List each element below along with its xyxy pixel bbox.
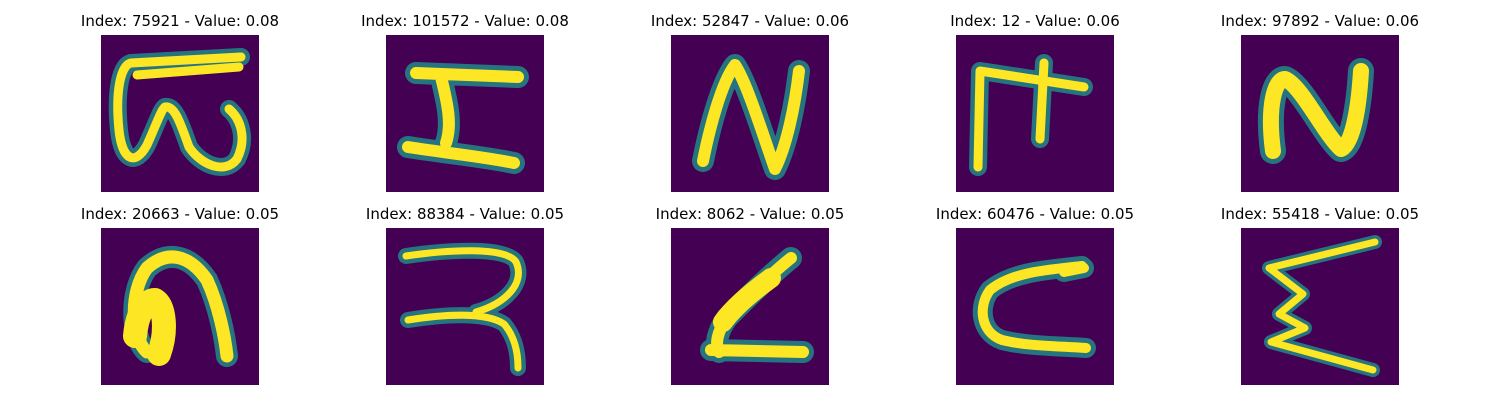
panel-title: Index: 75921 - Value: 0.08 — [80, 12, 280, 30]
grid-panel: Index: 20663 - Value: 0.05 — [60, 205, 300, 385]
grid-panel: Index: 12 - Value: 0.06 — [915, 12, 1155, 192]
panel-title: Index: 97892 - Value: 0.06 — [1220, 12, 1420, 30]
glyph-image — [956, 228, 1114, 385]
grid-panel: Index: 75921 - Value: 0.08 — [60, 12, 300, 192]
glyph-image — [671, 35, 829, 192]
panel-title: Index: 8062 - Value: 0.05 — [655, 205, 845, 223]
grid-panel: Index: 8062 - Value: 0.05 — [630, 205, 870, 385]
panel-title: Index: 55418 - Value: 0.05 — [1220, 205, 1420, 223]
grid-panel: Index: 88384 - Value: 0.05 — [345, 205, 585, 385]
glyph-image — [101, 228, 259, 385]
grid-panel: Index: 60476 - Value: 0.05 — [915, 205, 1155, 385]
glyph-image — [386, 35, 544, 192]
panel-title: Index: 88384 - Value: 0.05 — [365, 205, 565, 223]
grid-panel: Index: 101572 - Value: 0.08 — [345, 12, 585, 192]
glyph-image — [671, 228, 829, 385]
glyph-image — [956, 35, 1114, 192]
panel-title: Index: 52847 - Value: 0.06 — [650, 12, 850, 30]
panel-title: Index: 101572 - Value: 0.08 — [361, 12, 569, 30]
panel-title: Index: 12 - Value: 0.06 — [950, 12, 1120, 30]
grid-panel: Index: 55418 - Value: 0.05 — [1200, 205, 1440, 385]
glyph-image — [1241, 228, 1399, 385]
panel-title: Index: 60476 - Value: 0.05 — [935, 205, 1135, 223]
grid-panel: Index: 52847 - Value: 0.06 — [630, 12, 870, 192]
glyph-image — [386, 228, 544, 385]
grid-panel: Index: 97892 - Value: 0.06 — [1200, 12, 1440, 192]
glyph-image — [101, 35, 259, 192]
panel-title: Index: 20663 - Value: 0.05 — [80, 205, 280, 223]
glyph-image — [1241, 35, 1399, 192]
